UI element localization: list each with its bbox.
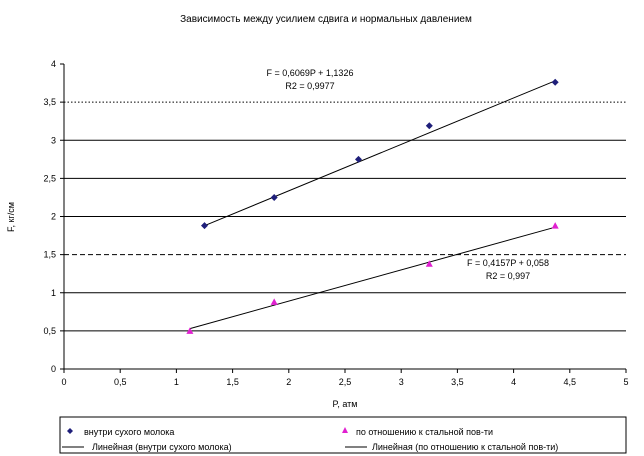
- point-series-2: [270, 298, 278, 305]
- axes: 0 0,5 1 1,5 2 2,5 3 3,5 4 0 0,5 1 1,5 2 2,5 3 3,5 4 4,5 5: [43, 59, 628, 387]
- x-tick-label: 1: [174, 377, 179, 387]
- trendline-1-r2: R2 = 0,9977: [285, 81, 334, 91]
- x-tick-label: 3,5: [451, 377, 464, 387]
- point-series-2: [425, 260, 433, 267]
- point-series-1: [201, 222, 208, 230]
- x-tick-label: 0: [61, 377, 66, 387]
- point-series-1: [551, 78, 559, 86]
- legend-marker-series-1: [67, 428, 73, 434]
- legend-label-series-1: внутри сухого молока: [84, 427, 174, 437]
- legend-label-trend-2: Линейная (по отношению к стальной пов-ти…: [372, 442, 558, 452]
- x-tick-label: 2,5: [339, 377, 352, 387]
- trendline-2: [189, 226, 556, 330]
- y-tick-label: 4: [51, 59, 56, 69]
- legend-marker-series-2: [342, 427, 348, 433]
- legend-label-series-2: по отношению к стальной пов-ти: [356, 427, 493, 437]
- y-tick-label: 1,5: [43, 250, 56, 260]
- y-tick-label: 1: [51, 288, 56, 298]
- y-axis-label: F, кг/см: [6, 202, 16, 232]
- y-tick-label: 0: [51, 364, 56, 374]
- point-series-1: [425, 122, 433, 130]
- grid: [64, 101, 626, 332]
- point-series-1: [270, 193, 278, 201]
- trendline-1: [204, 80, 556, 227]
- trendlines: [189, 80, 556, 330]
- point-series-1: [354, 155, 362, 163]
- x-axis-label: P, атм: [333, 399, 358, 409]
- x-tick-label: 5: [623, 377, 628, 387]
- trendline-2-equation: F = 0,4157P + 0,058: [467, 258, 549, 268]
- trendline-2-r2: R2 = 0,997: [486, 271, 530, 281]
- x-tick-label: 3: [399, 377, 404, 387]
- legend: внутри сухого молока по отношению к стал…: [59, 416, 627, 454]
- x-tick-label: 0,5: [114, 377, 127, 387]
- trendline-1-equation: F = 0,6069P + 1,1326: [267, 68, 354, 78]
- x-tick-label: 2: [286, 377, 291, 387]
- y-tick-label: 3,5: [43, 97, 56, 107]
- chart-title: Зависимость между усилием сдвига и норма…: [180, 14, 472, 25]
- y-tick-label: 2,5: [43, 173, 56, 183]
- point-series-2: [186, 327, 194, 334]
- x-tick-label: 4,5: [564, 377, 577, 387]
- legend-frame: [59, 416, 627, 454]
- y-tick-label: 3: [51, 135, 56, 145]
- y-tick-label: 0,5: [43, 326, 56, 336]
- x-tick-label: 1,5: [226, 377, 239, 387]
- x-tick-label: 4: [511, 377, 516, 387]
- data-points: [186, 78, 559, 334]
- point-series-2: [551, 222, 559, 229]
- y-tick-label: 2: [51, 212, 56, 222]
- legend-label-trend-1: Линейная (внутри сухого молока): [92, 442, 232, 452]
